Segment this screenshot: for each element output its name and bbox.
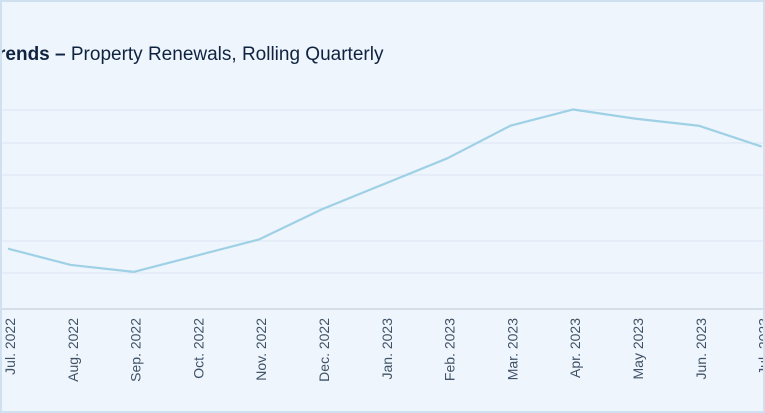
x-tick-label: Jul. 2022: [2, 318, 18, 375]
x-tick-label: Feb. 2023: [442, 318, 458, 381]
x-tick-label: Sep. 2022: [128, 318, 144, 382]
x-tick-label: Apr. 2023: [567, 318, 583, 378]
x-tick-label: Aug. 2022: [65, 318, 81, 382]
chart-title: rends – Property Renewals, Rolling Quart…: [0, 44, 384, 66]
x-tick-label: Jun. 2023: [693, 318, 709, 380]
x-tick-label: Oct. 2022: [190, 318, 206, 379]
x-tick-label: Mar. 2023: [504, 318, 520, 380]
series-line: [7, 108, 762, 273]
x-tick-label: Nov. 2022: [253, 318, 269, 381]
x-tick-label: Jul. 2023: [756, 318, 765, 375]
chart-title-bold: rends –: [0, 44, 66, 65]
x-tick-label: Jan. 2023: [379, 318, 395, 380]
x-tick-label: May 2023: [630, 318, 646, 380]
chart-title-rest: Property Renewals, Rolling Quarterly: [65, 44, 384, 65]
x-tick-label: Dec. 2022: [316, 318, 332, 382]
